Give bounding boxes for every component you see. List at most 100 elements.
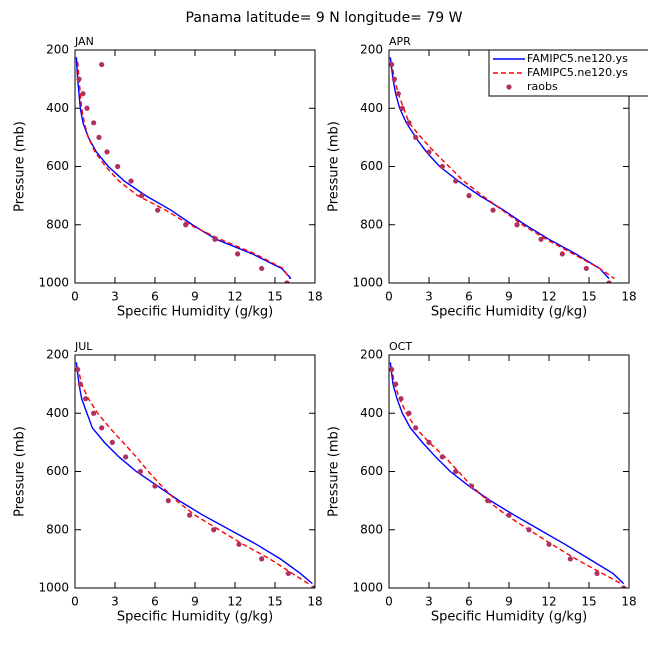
raob-point — [389, 366, 395, 373]
raob-point — [398, 396, 404, 402]
raob-point — [284, 280, 290, 283]
profile-line — [76, 61, 291, 280]
y-tick-label: 800 — [360, 217, 383, 231]
x-tick-label: 0 — [71, 290, 79, 304]
profile-line — [75, 57, 292, 280]
raob-point — [485, 498, 491, 504]
raob-point — [115, 163, 121, 170]
raob-point — [109, 439, 115, 445]
axes-frame — [74, 49, 316, 284]
figure-title: Panama latitude= 9 N longitude= 79 W — [186, 10, 463, 26]
raob-point — [606, 280, 612, 283]
raob-point — [395, 91, 401, 97]
raob-point — [84, 105, 90, 111]
raob-point — [514, 222, 520, 228]
raob-point — [469, 483, 475, 489]
y-tick-label: 400 — [46, 406, 69, 420]
x-tick-label: 18 — [307, 290, 322, 304]
y-tick-label: 1000 — [352, 581, 383, 595]
axes-frame — [74, 354, 316, 589]
y-tick-label: 600 — [46, 159, 69, 173]
profile-line — [76, 366, 309, 585]
raob-point — [235, 251, 241, 257]
raob-point — [546, 541, 552, 547]
x-tick-label: 15 — [267, 595, 282, 609]
raob-point — [104, 149, 110, 155]
y-tick-label: 1000 — [38, 276, 69, 290]
x-tick-label: 9 — [505, 290, 513, 304]
raob-point — [165, 498, 171, 504]
profile-line — [389, 57, 610, 280]
raob-point — [91, 410, 97, 416]
x-tick-label: 6 — [465, 595, 473, 609]
plot-area — [75, 362, 315, 588]
x-tick-label: 6 — [151, 290, 159, 304]
x-axis-label: Specific Humidity (g/kg) — [117, 305, 273, 320]
raob-point — [621, 585, 627, 588]
y-tick-label: 400 — [360, 101, 383, 115]
x-tick-label: 18 — [621, 290, 636, 304]
raob-point — [75, 366, 81, 373]
x-tick-label: 12 — [227, 290, 242, 304]
x-tick-label: 12 — [541, 290, 556, 304]
x-tick-label: 6 — [465, 290, 473, 304]
profile-line — [390, 366, 622, 585]
axes-frame — [388, 354, 630, 589]
y-tick-label: 200 — [46, 348, 69, 362]
x-tick-label: 12 — [541, 595, 556, 609]
raob-point — [567, 556, 573, 562]
raob-point — [128, 178, 134, 184]
x-tick-label: 12 — [227, 595, 242, 609]
raob-point — [155, 207, 161, 213]
x-tick-label: 15 — [581, 595, 596, 609]
x-tick-label: 3 — [425, 595, 433, 609]
profile-line — [389, 362, 625, 585]
raob-point — [413, 134, 419, 140]
y-axis-label: Pressure (mb) — [327, 121, 342, 212]
y-tick-label: 600 — [360, 159, 383, 173]
x-tick-label: 9 — [505, 595, 513, 609]
plot-area — [389, 362, 627, 588]
raob-point — [406, 120, 412, 126]
legend-label: FAMIPC5.ne120.ys — [527, 66, 628, 79]
x-tick-label: 6 — [151, 595, 159, 609]
raob-point — [453, 178, 459, 184]
raob-point — [259, 556, 265, 562]
y-tick-label: 200 — [360, 43, 383, 57]
raob-point — [139, 193, 145, 199]
y-axis-label: Pressure (mb) — [13, 426, 28, 517]
panel-title: APR — [389, 35, 411, 48]
raob-point — [80, 91, 86, 97]
x-tick-label: 9 — [191, 290, 199, 304]
raob-point — [123, 454, 129, 460]
raob-point — [426, 439, 432, 445]
panel-title: JAN — [74, 35, 94, 48]
y-tick-label: 400 — [46, 101, 69, 115]
plot-area — [389, 57, 615, 283]
y-tick-label: 600 — [46, 464, 69, 478]
legend-label: raobs — [527, 80, 558, 93]
raob-point — [187, 512, 193, 518]
raob-point — [453, 468, 459, 475]
raob-point — [389, 61, 395, 68]
y-tick-label: 800 — [360, 522, 383, 536]
x-tick-label: 3 — [425, 290, 433, 304]
raob-point — [583, 265, 589, 272]
x-tick-label: 15 — [581, 290, 596, 304]
raob-point — [152, 483, 158, 489]
raob-point — [99, 61, 105, 68]
raob-point — [183, 222, 189, 228]
raob-point — [413, 425, 419, 431]
raob-point — [490, 207, 496, 213]
x-tick-label: 18 — [621, 595, 636, 609]
y-tick-label: 1000 — [38, 581, 69, 595]
profile-line — [390, 61, 615, 280]
x-tick-label: 0 — [385, 595, 393, 609]
raob-point — [466, 193, 472, 199]
raob-point — [99, 425, 105, 431]
raob-point — [91, 120, 97, 126]
raob-point — [439, 163, 445, 170]
raob-point — [506, 512, 512, 518]
